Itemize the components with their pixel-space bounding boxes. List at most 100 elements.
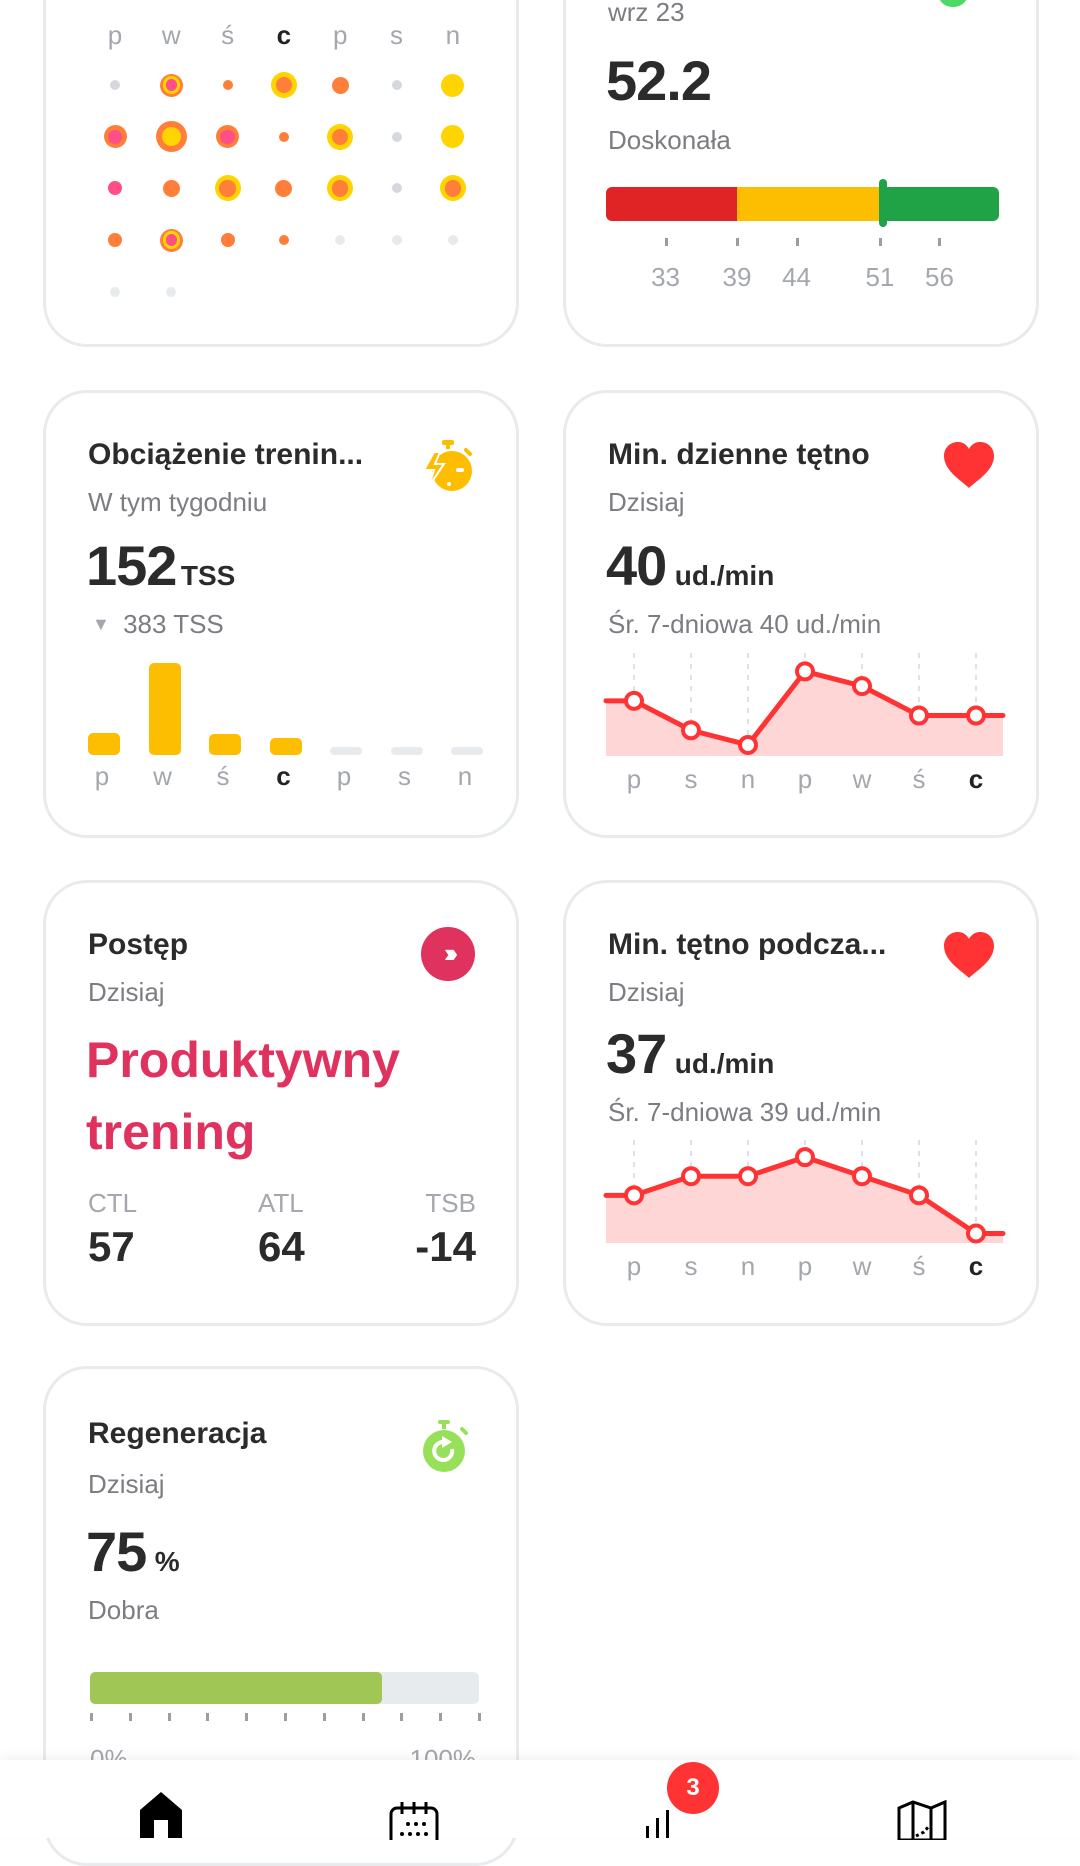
activity-dot[interactable] — [278, 131, 289, 142]
activity-dot[interactable] — [327, 175, 354, 202]
recovery-tick — [322, 1713, 326, 1721]
activity-dot[interactable] — [270, 72, 297, 98]
day-label: w — [852, 1251, 872, 1281]
data-point[interactable] — [966, 1223, 986, 1244]
vo2max-card[interactable]: wrz 23 52.2 Doskonała 33 39 44 51 56 — [563, 0, 1039, 347]
min-sleep-hr-card[interactable]: Min. tętno podcza... Dzisiaj 37 ud./min … — [563, 880, 1039, 1326]
activity-dot[interactable] — [103, 125, 127, 149]
tss-bar[interactable] — [88, 733, 120, 755]
vo2-zone-segment — [606, 187, 737, 221]
activity-dot[interactable] — [331, 76, 349, 94]
tss-bar[interactable] — [390, 747, 423, 755]
data-point[interactable] — [738, 1166, 758, 1187]
activity-dot[interactable] — [216, 125, 240, 149]
nav-home-button[interactable] — [138, 1790, 184, 1843]
activity-dot[interactable] — [162, 179, 180, 197]
progress-status-line2: trening — [86, 1104, 256, 1160]
recovery-unit: % — [154, 1546, 180, 1577]
activity-dot-ring — [220, 233, 235, 248]
vo2-tick-label: 39 — [722, 262, 752, 292]
data-point[interactable] — [738, 734, 758, 755]
recovery-tick — [439, 1713, 443, 1721]
data-point[interactable] — [909, 1185, 929, 1206]
min-daily-hr-card[interactable]: Min. dzienne tętno Dzisiaj 40 ud./min Śr… — [563, 390, 1039, 838]
activity-dot-ring — [391, 183, 402, 194]
vo2-zone-segment — [887, 187, 999, 221]
activity-dot[interactable] — [159, 228, 183, 252]
data-point[interactable] — [795, 661, 815, 682]
nav-diary-button[interactable]: 3 — [640, 1762, 719, 1843]
activity-dot[interactable] — [391, 80, 402, 90]
data-point[interactable] — [909, 705, 929, 726]
activity-dot-ring — [107, 129, 123, 144]
activity-dot[interactable] — [108, 233, 122, 248]
activity-dot[interactable] — [110, 80, 120, 90]
card-title: Min. tętno podcza... — [608, 928, 887, 961]
calendar-icon — [389, 1802, 439, 1850]
tss-bar[interactable] — [209, 734, 241, 755]
activity-dot-ring — [110, 80, 120, 90]
tss-bar[interactable] — [269, 738, 302, 755]
weekday-label: n — [445, 20, 461, 50]
notification-badge: 3 — [667, 1762, 719, 1814]
heart-icon — [942, 931, 996, 984]
hr-value-row: 37 ud./min — [606, 1021, 774, 1086]
data-point[interactable] — [852, 1166, 872, 1187]
activity-dot-ring — [161, 127, 181, 147]
bottom-navigation: 3 — [0, 1760, 1080, 1850]
data-point[interactable] — [852, 676, 872, 697]
data-point[interactable] — [624, 1185, 644, 1206]
recovery-value: 75 — [86, 1520, 147, 1583]
card-subtitle: Dzisiaj — [88, 977, 165, 1007]
activity-dot[interactable] — [441, 125, 465, 149]
data-point[interactable] — [624, 690, 644, 711]
progress-card[interactable]: Postęp ››› Dzisiaj Produktywny trening C… — [43, 880, 519, 1326]
activity-dot[interactable] — [108, 181, 122, 196]
activity-dot[interactable] — [391, 183, 402, 194]
weekday-label: w — [161, 20, 181, 50]
activity-dot[interactable] — [110, 286, 120, 297]
down-triangle-icon: ▼ — [92, 614, 110, 634]
day-label: w — [153, 761, 172, 791]
activity-dot[interactable] — [439, 175, 466, 202]
activity-dot[interactable] — [447, 235, 458, 246]
tss-bar[interactable] — [148, 663, 181, 755]
activity-dot[interactable] — [220, 233, 235, 248]
hr-unit: ud./min — [674, 1048, 775, 1079]
activity-dot[interactable] — [222, 80, 233, 90]
activity-dot-ring — [441, 73, 465, 97]
data-point[interactable] — [681, 720, 701, 741]
activity-dot[interactable] — [327, 123, 354, 150]
nav-calendar-button[interactable] — [388, 1800, 440, 1850]
activity-dot[interactable] — [275, 179, 293, 197]
activity-dot[interactable] — [391, 235, 402, 246]
activity-dot[interactable] — [441, 73, 465, 97]
activity-dot[interactable] — [335, 235, 346, 246]
tss-bar[interactable] — [330, 747, 362, 755]
hr-7day-avg: Śr. 7-dniowa 40 ud./min — [608, 609, 882, 639]
activity-dot[interactable] — [159, 73, 183, 97]
vo2-tick — [736, 238, 739, 246]
tss-bar[interactable] — [451, 747, 483, 755]
activity-dot-ring — [391, 235, 402, 246]
activity-dot[interactable] — [278, 235, 289, 246]
day-label: p — [798, 764, 812, 794]
activity-dot[interactable] — [391, 131, 402, 142]
data-point[interactable] — [966, 705, 986, 726]
vo2-tick — [878, 238, 882, 246]
activity-dot[interactable] — [214, 175, 241, 202]
vo2-tick — [795, 238, 799, 246]
vo2-scale-ticks: 33 39 44 51 56 — [606, 238, 999, 298]
activity-dot[interactable] — [166, 286, 177, 297]
stat-ctl: CTL 57 — [88, 1188, 137, 1271]
nav-maps-button[interactable] — [896, 1799, 948, 1845]
data-point[interactable] — [681, 1166, 701, 1187]
activity-dot[interactable] — [155, 121, 187, 153]
training-load-card[interactable]: Obciążenie trenin... W tym tygodniu 152 … — [43, 390, 519, 838]
activity-dot-ring — [332, 128, 349, 145]
data-point[interactable] — [795, 1147, 815, 1168]
hr-7day-avg: Śr. 7-dniowa 39 ud./min — [608, 1097, 882, 1127]
activity-dot-ring — [220, 129, 235, 144]
stat-label: TSB — [425, 1188, 476, 1218]
